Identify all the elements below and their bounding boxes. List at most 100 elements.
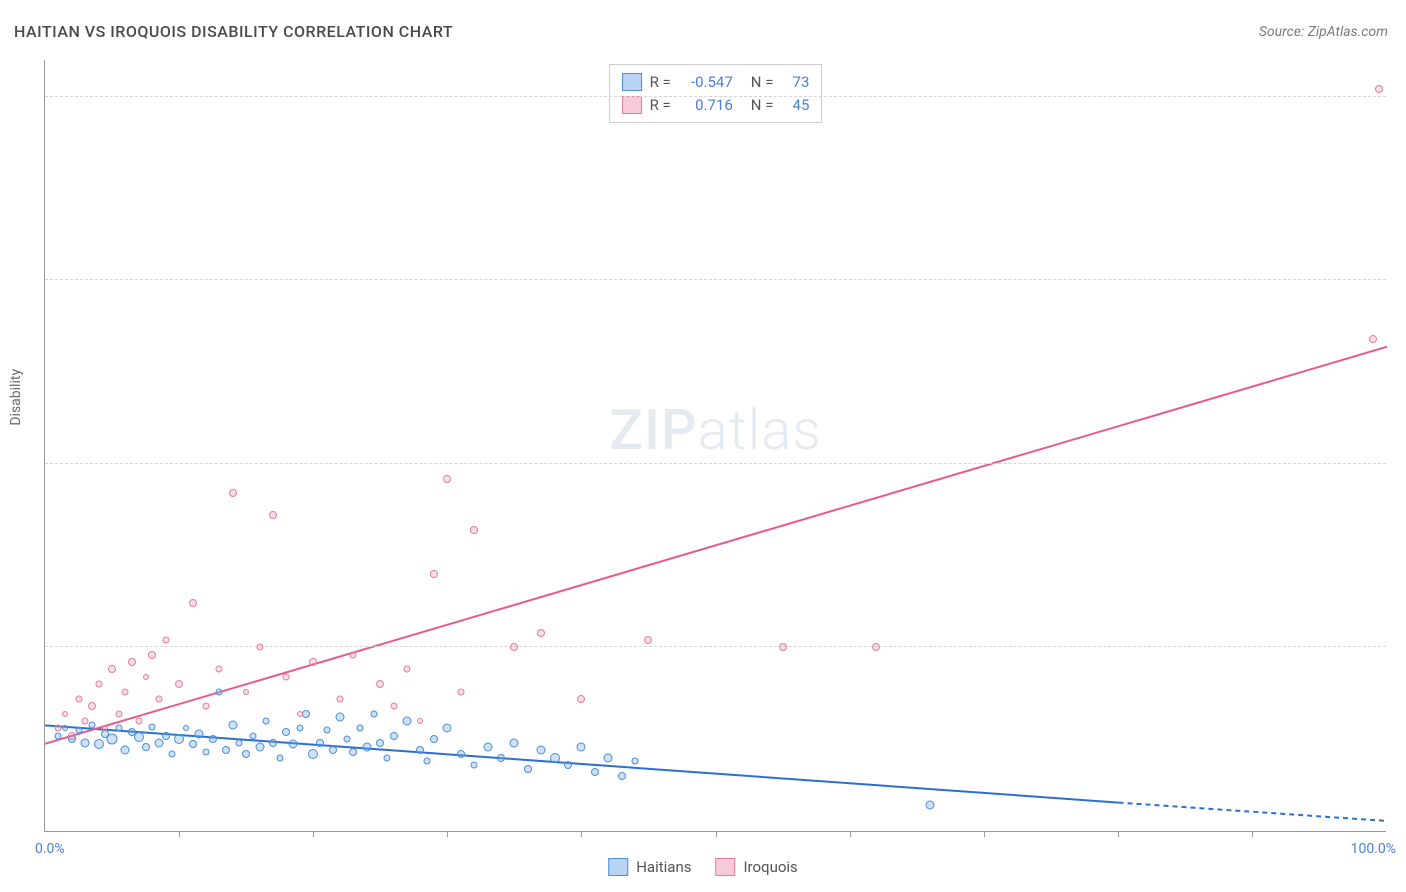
scatter-point-blue	[336, 713, 345, 722]
scatter-point-blue	[81, 738, 90, 747]
scatter-point-blue	[618, 772, 626, 780]
x-tick-mark	[179, 831, 180, 837]
scatter-point-blue	[255, 742, 264, 751]
scatter-point-blue	[134, 732, 144, 742]
scatter-point-blue	[121, 746, 130, 755]
gridline	[45, 96, 1386, 97]
scatter-point-blue	[189, 740, 197, 748]
stat-r-label: R =	[650, 71, 671, 94]
scatter-point-blue	[430, 735, 438, 743]
trend-lines	[45, 60, 1387, 832]
scatter-point-blue	[362, 742, 371, 751]
scatter-point-blue	[349, 748, 357, 756]
y-tick-label: 50.0%	[1396, 456, 1406, 472]
stat-r-label: R =	[650, 94, 671, 117]
scatter-point-pink	[122, 688, 129, 695]
scatter-point-blue	[249, 732, 256, 739]
scatter-point-blue	[483, 742, 492, 751]
scatter-point-blue	[524, 765, 532, 773]
scatter-point-blue	[403, 716, 412, 725]
scatter-point-blue	[183, 725, 189, 731]
x-tick-mark	[850, 831, 851, 837]
scatter-point-pink	[68, 732, 76, 740]
y-tick-label: 25.0%	[1396, 639, 1406, 655]
gridline	[45, 646, 1386, 647]
scatter-point-pink	[82, 717, 89, 724]
legend-label: Iroquois	[743, 858, 797, 876]
scatter-point-blue	[510, 738, 519, 747]
scatter-point-pink	[283, 673, 290, 680]
scatter-point-pink	[162, 637, 169, 644]
scatter-point-pink	[102, 725, 108, 731]
scatter-point-blue	[115, 725, 122, 732]
scatter-point-pink	[75, 695, 82, 702]
swatch-pink	[715, 858, 735, 876]
scatter-point-blue	[242, 750, 250, 758]
scatter-point-blue	[424, 758, 431, 765]
scatter-point-blue	[75, 726, 82, 733]
scatter-point-blue	[591, 768, 599, 776]
legend-label: Haitians	[636, 858, 691, 876]
scatter-point-blue	[343, 736, 350, 743]
scatter-point-pink	[390, 703, 397, 710]
scatter-point-pink	[269, 511, 277, 519]
scatter-point-pink	[309, 658, 317, 666]
chart-title: HAITIAN VS IROQUOIS DISABILITY CORRELATI…	[14, 22, 453, 41]
scatter-point-pink	[88, 702, 96, 710]
scatter-point-blue	[323, 726, 330, 733]
scatter-point-blue	[471, 761, 478, 768]
stat-r-value: -0.547	[679, 71, 733, 94]
scatter-point-blue	[457, 750, 465, 758]
scatter-point-pink	[417, 718, 423, 724]
x-tick-mark	[984, 831, 985, 837]
scatter-point-blue	[416, 746, 424, 754]
scatter-point-blue	[222, 746, 230, 754]
stat-n-value: 73	[781, 71, 809, 94]
scatter-point-pink	[143, 674, 149, 680]
scatter-point-blue	[174, 734, 184, 744]
scatter-point-pink	[216, 666, 223, 673]
scatter-point-pink	[1375, 85, 1383, 93]
x-tick-mark	[581, 831, 582, 837]
scatter-point-blue	[263, 717, 270, 724]
scatter-point-blue	[209, 735, 217, 743]
scatter-point-pink	[189, 599, 197, 607]
scatter-point-pink	[155, 695, 162, 702]
scatter-point-blue	[550, 753, 560, 763]
swatch-pink	[622, 96, 642, 114]
x-tick-mark	[1252, 831, 1253, 837]
scatter-point-blue	[370, 710, 377, 717]
scatter-point-blue	[537, 746, 546, 755]
scatter-point-blue	[926, 801, 935, 810]
scatter-point-blue	[269, 739, 277, 747]
stats-row: R = -0.547 N = 73	[622, 71, 810, 94]
swatch-blue	[608, 858, 628, 876]
watermark: ZIPatlas	[609, 397, 821, 463]
scatter-point-blue	[316, 739, 324, 747]
scatter-point-blue	[216, 688, 223, 695]
x-tick-mark	[447, 831, 448, 837]
scatter-point-pink	[108, 665, 116, 673]
scatter-point-blue	[195, 730, 204, 739]
y-axis-label: Disability	[8, 369, 24, 426]
scatter-point-blue	[632, 758, 639, 765]
scatter-point-pink	[350, 651, 357, 658]
scatter-point-pink	[577, 695, 585, 703]
scatter-point-pink	[95, 681, 102, 688]
stat-n-value: 45	[781, 94, 809, 117]
stat-n-label: N =	[751, 71, 774, 94]
stat-n-label: N =	[751, 94, 774, 117]
scatter-point-blue	[376, 739, 384, 747]
scatter-point-pink	[256, 644, 263, 651]
scatter-point-pink	[337, 695, 344, 702]
scatter-point-pink	[128, 658, 136, 666]
scatter-point-blue	[289, 740, 298, 749]
scatter-point-blue	[302, 710, 310, 718]
scatter-point-blue	[443, 724, 452, 733]
scatter-point-blue	[228, 720, 237, 729]
scatter-point-blue	[142, 743, 150, 751]
scatter-point-blue	[154, 738, 163, 747]
legend-item-haitians: Haitians	[608, 858, 691, 876]
scatter-point-blue	[94, 739, 104, 749]
scatter-point-pink	[470, 526, 478, 534]
